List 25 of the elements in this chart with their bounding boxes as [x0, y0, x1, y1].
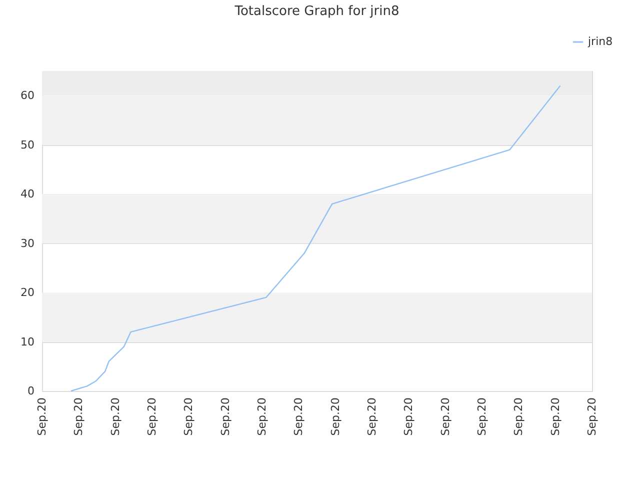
- x-tick-label: Sep.20: [72, 398, 86, 436]
- legend-label: jrin8: [587, 35, 613, 48]
- x-tick-label: Sep.20: [292, 398, 306, 436]
- y-tick-label: 0: [28, 384, 34, 398]
- x-tick-label: Sep.20: [328, 398, 342, 436]
- x-tick-label: Sep.20: [146, 398, 158, 436]
- x-tick-label: Sep.20: [256, 398, 268, 436]
- y-tick-label: 30: [20, 236, 34, 250]
- chart-title: Totalscore Graph for jrin8: [234, 4, 400, 19]
- x-tick-label: Sep.20: [36, 398, 48, 436]
- x-tick-label: Sep.20: [402, 398, 416, 436]
- y-tick-label: 60: [20, 89, 34, 102]
- x-tick-label: Sep.20: [438, 398, 452, 436]
- x-tick-label: Sep.20: [108, 398, 122, 436]
- y-tick-label: 20: [20, 286, 34, 300]
- x-tick-label: Sep.20: [476, 398, 488, 436]
- y-tick-label: 50: [20, 138, 34, 152]
- y-tick-label: 40: [20, 188, 34, 201]
- x-tick-label: Sep.20: [366, 398, 378, 436]
- x-tick-label: Sep.20: [182, 398, 196, 436]
- y-tick-label: 10: [20, 335, 34, 348]
- x-tick-label: Sep.20: [218, 398, 232, 436]
- x-tick-label: Sep.20: [586, 398, 598, 436]
- x-tick-label: Sep.20: [512, 398, 526, 436]
- x-tick-label: Sep.20: [548, 398, 562, 436]
